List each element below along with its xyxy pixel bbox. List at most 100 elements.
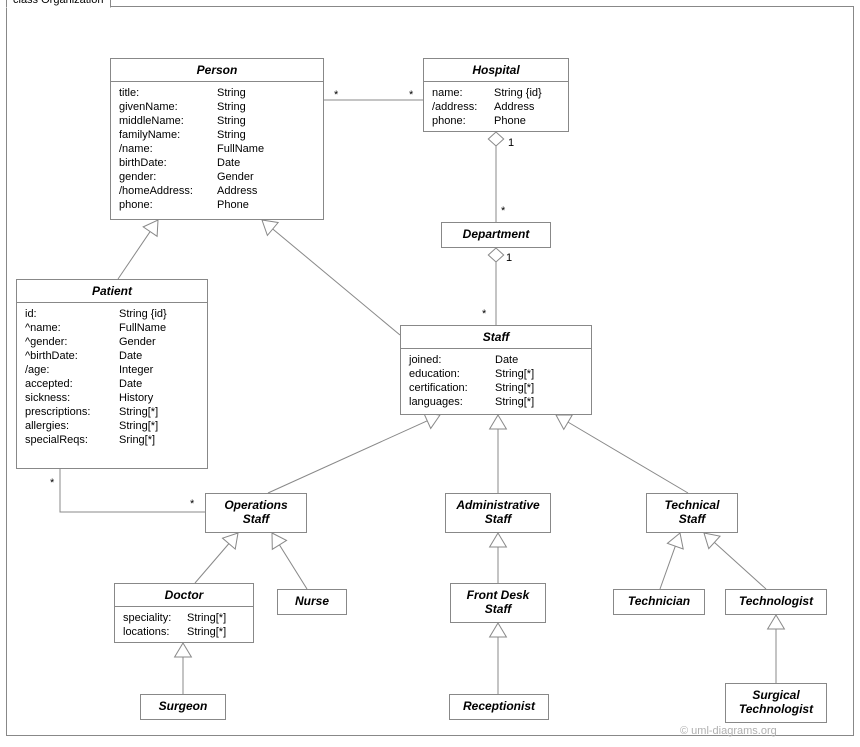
attr-row: education:String[*] <box>409 367 583 381</box>
attr-name: joined: <box>409 353 495 367</box>
class-technologist: Technologist <box>725 589 827 615</box>
attr-type: Date <box>217 156 240 170</box>
attr-type: FullName <box>119 321 166 335</box>
class-title: Person <box>111 59 323 82</box>
class-title: Doctor <box>115 584 253 607</box>
attr-name: /name: <box>119 142 217 156</box>
class-staff: Staff joined:Dateeducation:String[*]certi… <box>400 325 592 415</box>
attr-type: Date <box>119 349 142 363</box>
class-department: Department <box>441 222 551 248</box>
class-title: AdministrativeStaff <box>446 494 550 530</box>
attr-row: name:String {id} <box>432 86 560 100</box>
class-doctor: Doctor speciality:String[*]locations:Stri… <box>114 583 254 643</box>
attr-name: /homeAddress: <box>119 184 217 198</box>
attr-row: phone:Phone <box>119 198 315 212</box>
multiplicity-label: 1 <box>508 137 514 149</box>
attr-type: Gender <box>119 335 156 349</box>
class-title: Patient <box>17 280 207 303</box>
attr-row: specialReqs:Sring[*] <box>25 433 199 447</box>
class-technician: Technician <box>613 589 705 615</box>
attr-type: Date <box>119 377 142 391</box>
class-title: Nurse <box>278 590 346 612</box>
multiplicity-label: 1 <box>506 252 512 264</box>
class-title: Front DeskStaff <box>451 584 545 620</box>
attr-name: title: <box>119 86 217 100</box>
multiplicity-label: * <box>50 477 54 489</box>
attr-row: prescriptions:String[*] <box>25 405 199 419</box>
class-person: Persontitle:StringgivenName:Stringmiddle… <box>110 58 324 220</box>
multiplicity-label: * <box>190 498 194 510</box>
class-tech_staff: TechnicalStaff <box>646 493 738 533</box>
attr-row: /age:Integer <box>25 363 199 377</box>
class-admin_staff: AdministrativeStaff <box>445 493 551 533</box>
attr-row: birthDate:Date <box>119 156 315 170</box>
class-title: Technologist <box>726 590 826 612</box>
attr-type: FullName <box>217 142 264 156</box>
attr-row: middleName:String <box>119 114 315 128</box>
attr-type: String[*] <box>187 625 226 639</box>
attr-row: joined:Date <box>409 353 583 367</box>
attr-name: name: <box>432 86 494 100</box>
attr-row: certification:String[*] <box>409 381 583 395</box>
attr-type: History <box>119 391 153 405</box>
class-body: id:String {id}^name:FullName^gender:Gend… <box>17 303 207 451</box>
attr-type: Gender <box>217 170 254 184</box>
class-title: OperationsStaff <box>206 494 306 530</box>
attr-row: locations:String[*] <box>123 625 245 639</box>
class-title: Hospital <box>424 59 568 82</box>
multiplicity-label: * <box>409 89 413 101</box>
attr-name: allergies: <box>25 419 119 433</box>
class-body: name:String {id}/address:Addressphone:Ph… <box>424 82 568 132</box>
attr-name: specialReqs: <box>25 433 119 447</box>
attr-name: givenName: <box>119 100 217 114</box>
attr-type: String[*] <box>495 367 534 381</box>
attr-name: middleName: <box>119 114 217 128</box>
attr-name: speciality: <box>123 611 187 625</box>
attr-row: accepted:Date <box>25 377 199 391</box>
attr-type: String[*] <box>495 395 534 409</box>
multiplicity-label: * <box>334 89 338 101</box>
attr-name: phone: <box>432 114 494 128</box>
attr-row: ^gender:Gender <box>25 335 199 349</box>
attr-name: sickness: <box>25 391 119 405</box>
attr-type: String {id} <box>119 307 167 321</box>
attr-row: gender:Gender <box>119 170 315 184</box>
class-ops_staff: OperationsStaff <box>205 493 307 533</box>
attr-name: /age: <box>25 363 119 377</box>
attr-name: languages: <box>409 395 495 409</box>
attr-name: ^name: <box>25 321 119 335</box>
attr-row: /address:Address <box>432 100 560 114</box>
package-frame-label: class Organization <box>6 0 111 8</box>
attr-type: String <box>217 114 246 128</box>
attr-name: gender: <box>119 170 217 184</box>
class-title: SurgicalTechnologist <box>726 684 826 720</box>
attr-row: phone:Phone <box>432 114 560 128</box>
attr-type: Address <box>494 100 534 114</box>
multiplicity-label: * <box>482 308 486 320</box>
attr-type: String <box>217 128 246 142</box>
class-surgeon: Surgeon <box>140 694 226 720</box>
class-title: Department <box>442 223 550 245</box>
attr-name: ^gender: <box>25 335 119 349</box>
frame-label-text: class Organization <box>13 0 104 6</box>
attr-row: speciality:String[*] <box>123 611 245 625</box>
class-patient: Patientid:String {id}^name:FullName^gend… <box>16 279 208 469</box>
class-title: Staff <box>401 326 591 349</box>
attr-name: prescriptions: <box>25 405 119 419</box>
attr-type: Phone <box>494 114 526 128</box>
attr-name: birthDate: <box>119 156 217 170</box>
attr-type: Address <box>217 184 257 198</box>
class-title: Surgeon <box>141 695 225 717</box>
attr-type: String {id} <box>494 86 542 100</box>
attr-type: String <box>217 100 246 114</box>
attr-row: familyName:String <box>119 128 315 142</box>
class-title: Technician <box>614 590 704 612</box>
attr-row: languages:String[*] <box>409 395 583 409</box>
multiplicity-label: * <box>501 205 505 217</box>
class-nurse: Nurse <box>277 589 347 615</box>
attr-row: /homeAddress:Address <box>119 184 315 198</box>
watermark: © uml-diagrams.org <box>680 725 777 737</box>
attr-name: familyName: <box>119 128 217 142</box>
attr-name: locations: <box>123 625 187 639</box>
attr-name: certification: <box>409 381 495 395</box>
